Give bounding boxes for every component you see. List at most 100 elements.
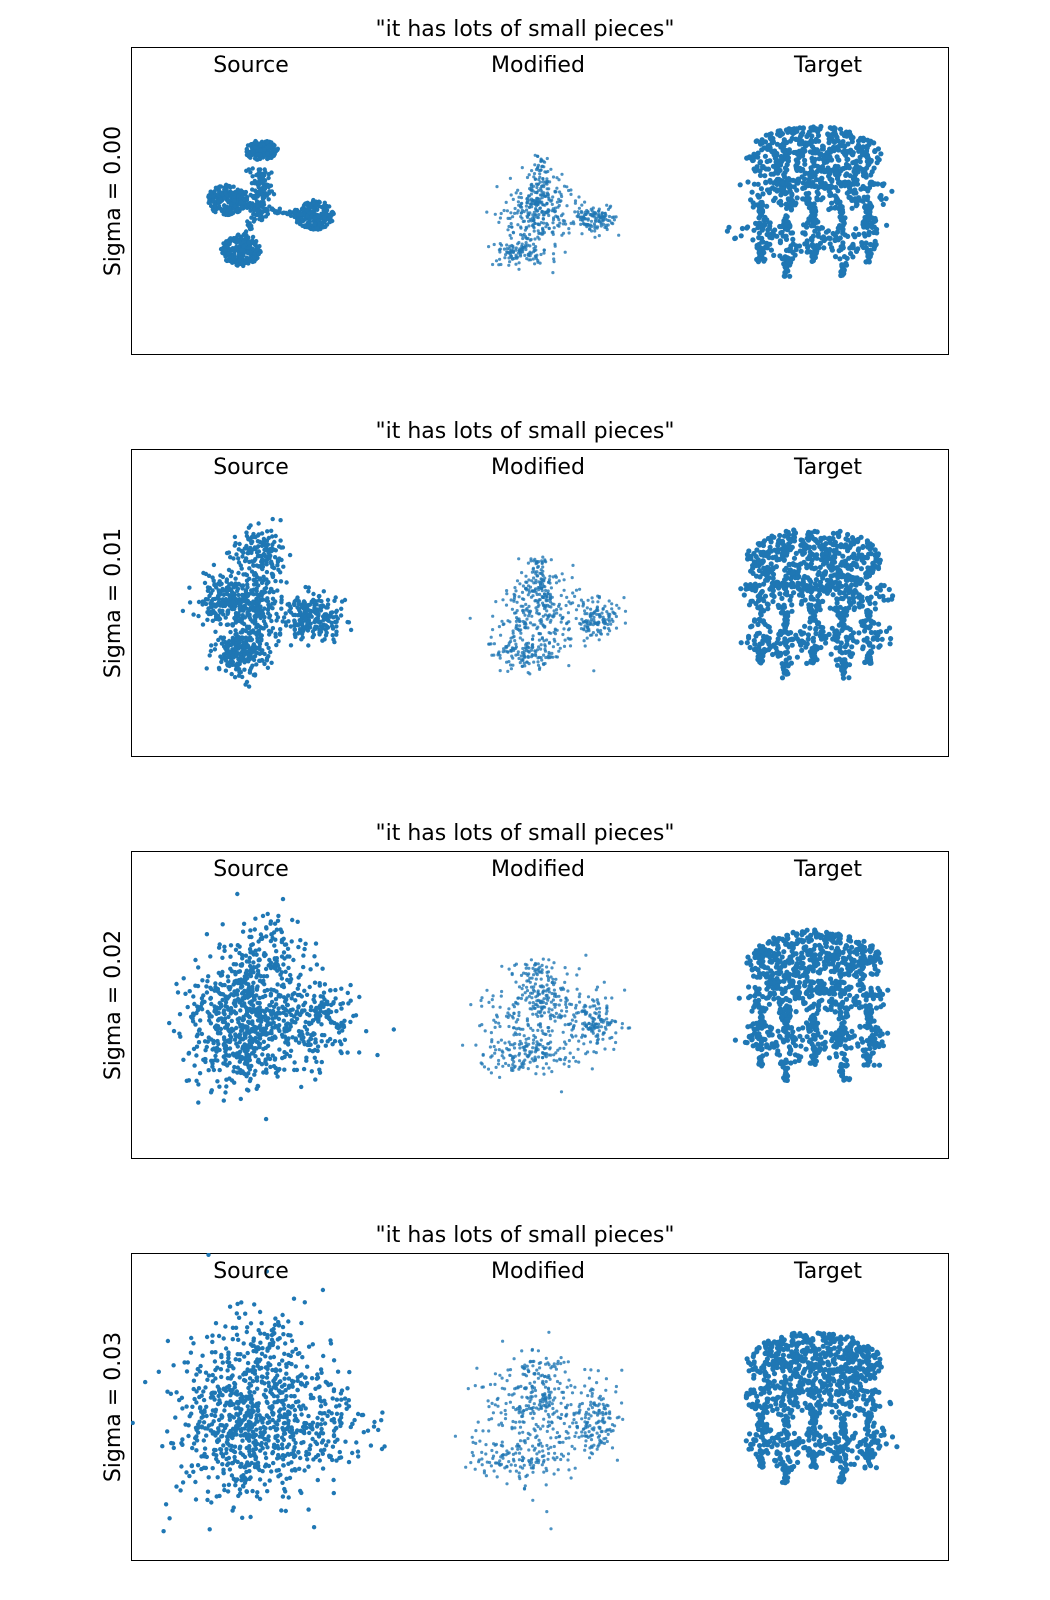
modified-point (562, 644, 567, 648)
modified-point (546, 615, 550, 619)
modified-point (600, 611, 604, 615)
modified-point (543, 592, 547, 596)
source-point (270, 534, 275, 539)
target-point (880, 201, 886, 207)
source-point (187, 585, 192, 590)
source-point (293, 612, 298, 618)
source-point (221, 212, 226, 217)
target-point (801, 550, 808, 556)
modified-point (543, 649, 548, 653)
modified-point (533, 213, 537, 217)
target-point (812, 555, 818, 561)
target-point (783, 247, 790, 253)
modified-point (520, 590, 525, 594)
modified-point (539, 221, 543, 225)
modified-point (519, 191, 523, 196)
source-point (220, 574, 226, 580)
source-point (279, 600, 284, 605)
modified-point (533, 177, 537, 181)
target-point (757, 172, 764, 178)
source-point (237, 604, 242, 609)
target-point (772, 227, 778, 233)
target-point (769, 235, 775, 241)
modified-point (519, 226, 523, 230)
modified-point (505, 243, 509, 247)
source-point (228, 236, 233, 241)
target-point (761, 581, 767, 587)
modified-point (538, 175, 542, 179)
modified-point (520, 664, 525, 668)
modified-point (494, 259, 499, 263)
modified-point (508, 620, 512, 624)
modified-point (529, 219, 533, 223)
source-point (323, 623, 329, 628)
source-point (255, 533, 261, 538)
modified-point (525, 175, 530, 180)
target-point (859, 151, 866, 158)
modified-point (535, 185, 539, 190)
target-point (820, 195, 826, 201)
target-point (804, 182, 810, 188)
modified-point (516, 242, 520, 246)
target-point (811, 170, 817, 176)
panel-2: "it has lots of small pieces" Source Mod… (0, 402, 1050, 794)
modified-point (492, 642, 496, 646)
modified-point (535, 608, 539, 612)
modified-point (527, 173, 531, 177)
source-point (242, 667, 247, 672)
modified-point (517, 267, 521, 271)
modified-point (536, 656, 540, 660)
modified-point (579, 627, 583, 631)
source-point (292, 619, 297, 625)
modified-point (608, 205, 612, 210)
target-point (800, 185, 806, 191)
modified-point (552, 226, 556, 230)
target-point (800, 196, 807, 202)
source-point (216, 203, 222, 209)
modified-point (515, 600, 519, 604)
modified-point (535, 209, 539, 213)
target-point (866, 161, 872, 167)
target-point (873, 241, 879, 248)
source-point (270, 574, 276, 580)
modified-point (552, 609, 556, 613)
source-point (257, 658, 262, 663)
modified-point (530, 653, 534, 657)
target-point (738, 233, 744, 239)
modified-point (536, 259, 540, 263)
modified-point (539, 252, 543, 257)
source-point (311, 197, 316, 203)
modified-point (601, 222, 606, 226)
source-point (258, 591, 263, 597)
modified-point (538, 197, 542, 201)
source-point (288, 610, 294, 615)
source-point (236, 673, 242, 678)
modified-point (550, 230, 554, 234)
target-point (849, 205, 855, 211)
target-point (867, 248, 873, 254)
target-point (804, 220, 811, 226)
source-point (250, 166, 255, 171)
source-point (339, 599, 345, 604)
target-point (889, 188, 895, 194)
modified-point (517, 656, 521, 661)
target-point (804, 240, 810, 246)
source-point (251, 642, 257, 647)
source-point (265, 665, 271, 670)
modified-point (579, 222, 583, 226)
source-point (321, 208, 326, 213)
target-point (791, 590, 797, 596)
modified-point (571, 601, 575, 605)
modified-point (561, 219, 565, 223)
modified-point (513, 611, 517, 615)
source-point (233, 632, 238, 637)
source-point (252, 630, 257, 635)
source-point (260, 189, 265, 194)
target-point (754, 164, 760, 170)
target-point (794, 128, 800, 134)
source-point (246, 154, 252, 159)
source-point (245, 593, 250, 599)
modified-point (499, 211, 503, 216)
source-point (222, 206, 227, 212)
target-point (774, 233, 780, 239)
